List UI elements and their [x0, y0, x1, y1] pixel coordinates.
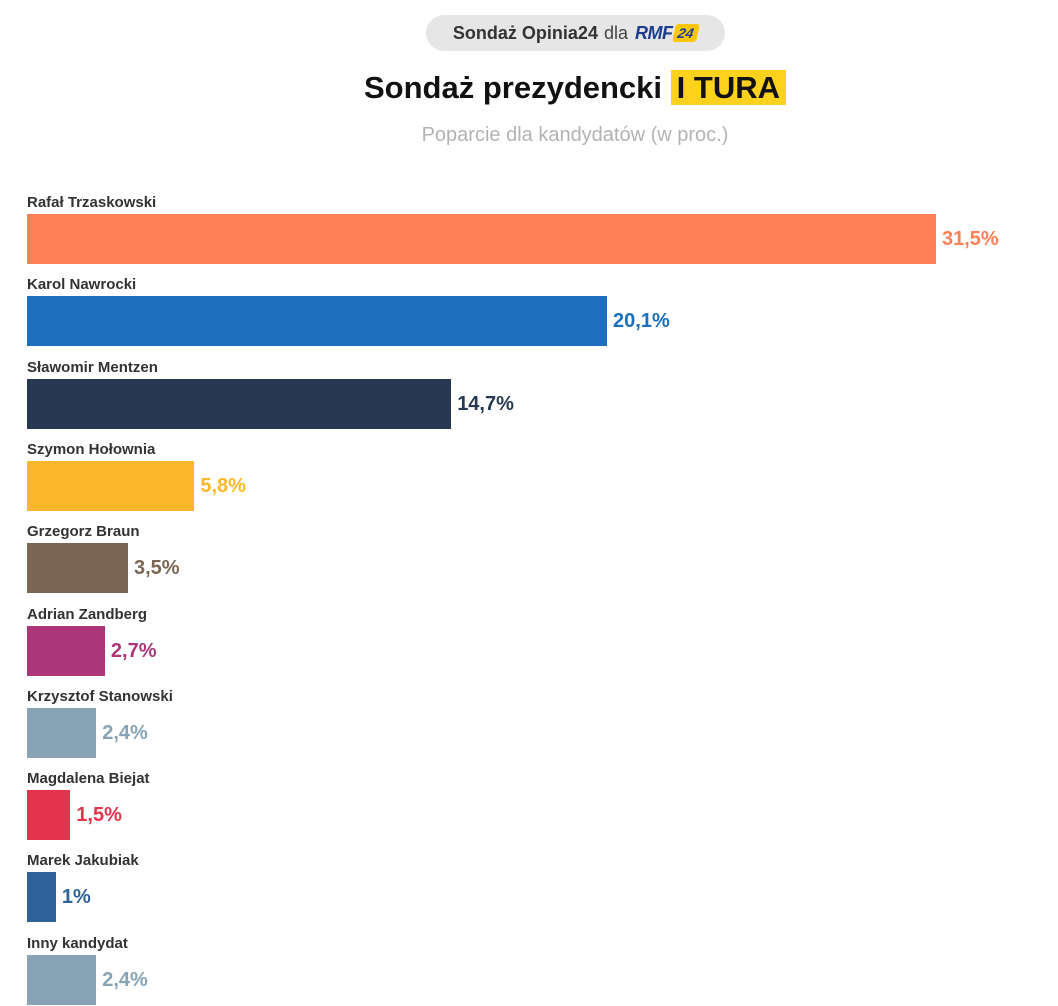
chart-subtitle: Poparcie dla kandydatów (w proc.) [421, 124, 729, 146]
candidate-name: Inny kandydat [27, 934, 128, 952]
rmf-logo: RMF [634, 22, 673, 43]
bar [27, 954, 97, 1005]
chart-title-highlight: I TURA [670, 70, 786, 105]
data-label: 1,5% [76, 804, 122, 827]
data-label: 20,1% [613, 310, 670, 333]
candidate-name: Marek Jakubiak [27, 852, 139, 870]
candidate-name: Adrian Zandberg [27, 605, 148, 623]
bar [27, 625, 105, 676]
bar [27, 296, 608, 347]
badge-for-text: dla [603, 22, 628, 43]
data-label: 2,4% [102, 968, 148, 991]
bar [27, 790, 71, 841]
bar [27, 543, 128, 594]
data-label: 5,8% [200, 474, 246, 497]
candidate-name: Magdalena Biejat [27, 770, 150, 788]
data-label: 3,5% [134, 557, 180, 580]
data-label: 2,4% [102, 721, 148, 744]
candidate-name: Karol Nawrocki [27, 276, 137, 294]
source-badge: Sondaż Opinia24 dla RMF 24 [426, 15, 725, 51]
bar [27, 707, 97, 758]
candidate-name: Grzegorz Braun [27, 523, 140, 541]
badge-source-text: Sondaż Opinia24 [452, 22, 598, 43]
data-label: 31,5% [942, 228, 999, 250]
chart-title: Sondaż prezydencki I TURA [0, 70, 1058, 106]
bar [27, 872, 56, 923]
candidate-name: Szymon Hołownia [27, 440, 156, 458]
data-label: 14,7% [457, 392, 514, 415]
candidate-name: Rafał Trzaskowski [27, 194, 157, 211]
data-label: 2,7% [110, 639, 157, 662]
bar [27, 378, 452, 429]
bar [27, 460, 195, 511]
candidate-name: Krzysztof Stanowski [27, 687, 173, 705]
chart-title-main: Sondaż prezydencki [364, 70, 663, 105]
data-label: 1% [61, 886, 91, 909]
bar [27, 214, 936, 264]
candidate-name: Sławomir Mentzen [27, 358, 158, 376]
